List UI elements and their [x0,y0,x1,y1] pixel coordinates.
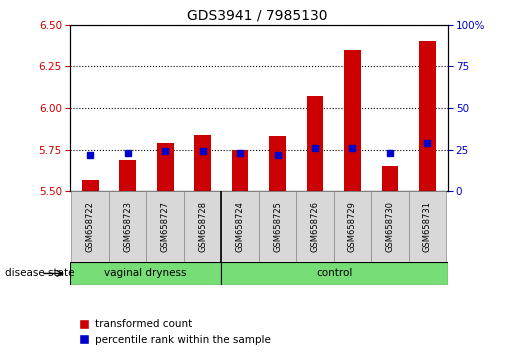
Text: GSM658731: GSM658731 [423,201,432,252]
Bar [221,262,448,285]
Text: vaginal dryness: vaginal dryness [104,268,186,279]
Text: GSM658727: GSM658727 [161,201,169,252]
Bar [344,50,361,191]
Bar [419,41,436,191]
Bar [119,160,136,191]
Bar [232,149,248,191]
Text: GSM658726: GSM658726 [311,201,319,252]
Bar [371,191,409,262]
Bar [306,96,323,191]
Bar [296,191,334,262]
Bar [82,179,98,191]
Text: GSM658730: GSM658730 [385,201,394,252]
Text: GSM658728: GSM658728 [198,201,207,252]
Text: GSM658723: GSM658723 [123,201,132,252]
Bar [409,191,446,262]
Bar [157,143,174,191]
Bar [70,262,221,285]
Bar [269,136,286,191]
Text: GDS3941 / 7985130: GDS3941 / 7985130 [187,9,328,23]
Text: disease state: disease state [5,268,75,279]
Bar [259,191,296,262]
Legend: transformed count, percentile rank within the sample: transformed count, percentile rank withi… [75,315,274,349]
Bar [72,191,109,262]
Bar [146,191,184,262]
Text: GSM658722: GSM658722 [85,201,95,252]
Text: GSM658729: GSM658729 [348,201,357,252]
Bar [184,191,221,262]
Bar [334,191,371,262]
Bar [382,166,399,191]
Text: GSM658725: GSM658725 [273,201,282,252]
Bar [109,191,146,262]
Bar [221,191,259,262]
Text: GSM658724: GSM658724 [235,201,245,252]
Text: control: control [317,268,353,279]
Bar [194,135,211,191]
